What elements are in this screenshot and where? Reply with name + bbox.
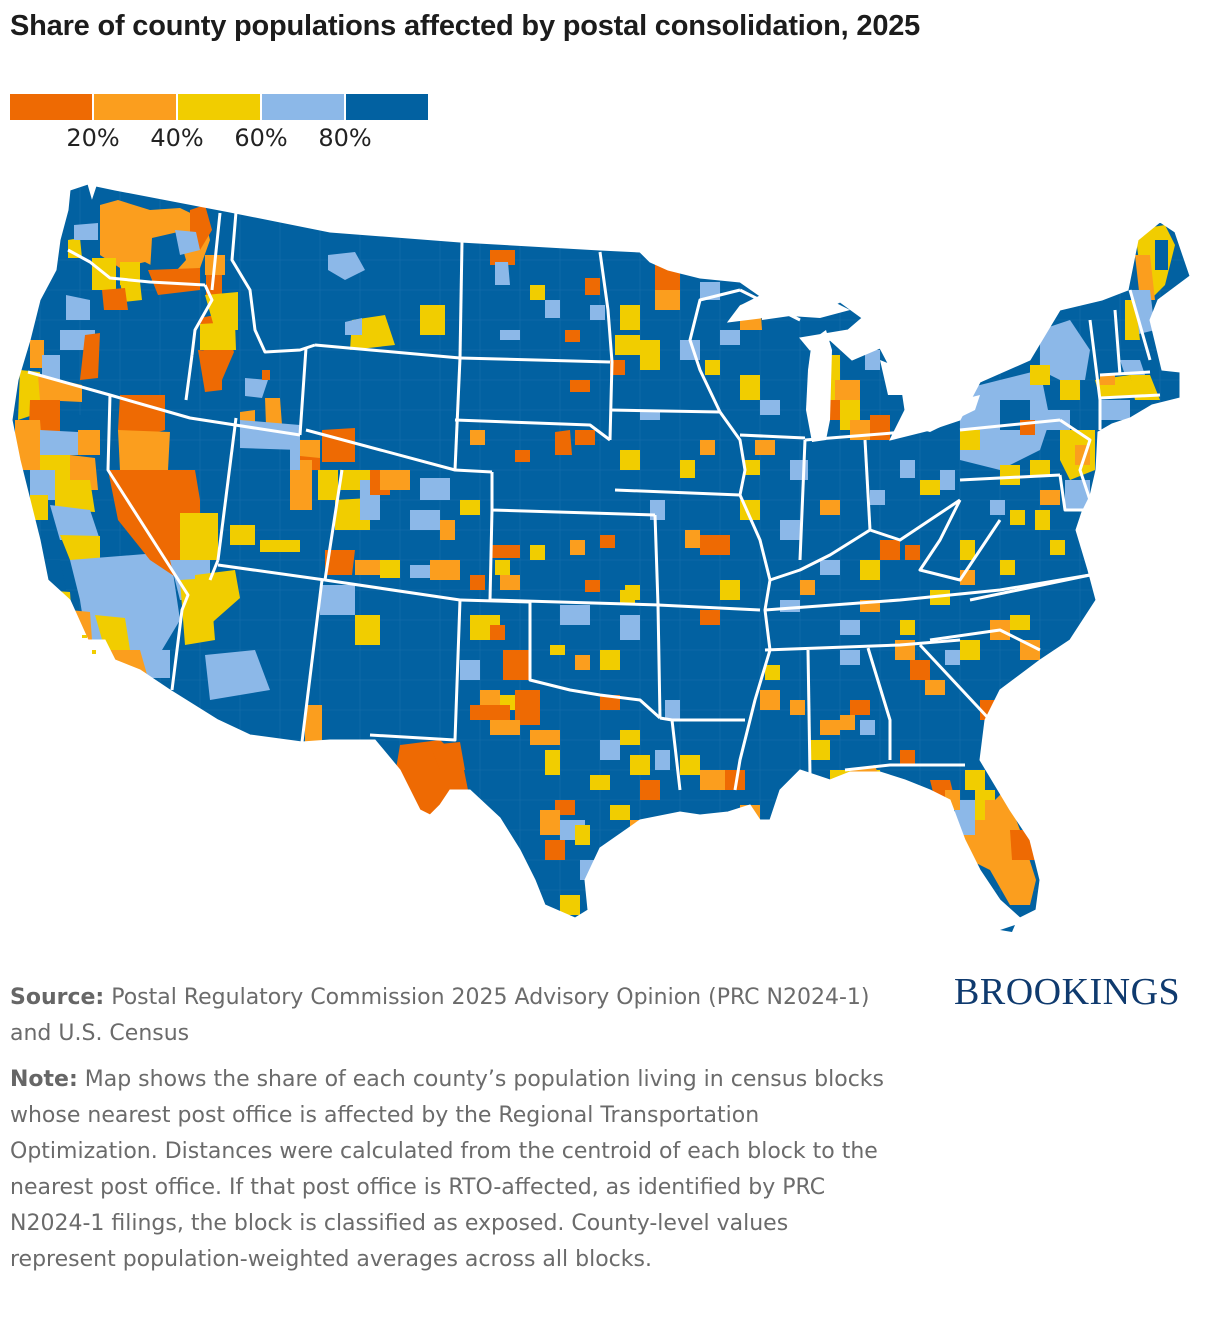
florida-keys [1000, 925, 1015, 932]
legend-label-20: 20% [66, 124, 120, 152]
legend-label-60: 60% [234, 124, 288, 152]
lake-huron [880, 360, 905, 395]
page-title: Share of county populations affected by … [10, 10, 921, 42]
legend: 20% 40% 60% 80% [10, 94, 430, 154]
legend-bar [10, 94, 430, 120]
region-pacific-northwest [30, 200, 238, 380]
legend-label-80: 80% [318, 124, 372, 152]
channel-island [82, 635, 87, 638]
source-paragraph: Source: Postal Regulatory Commission 202… [10, 980, 890, 1052]
footer: Source: Postal Regulatory Commission 202… [10, 980, 890, 1288]
note-text: Map shows the share of each county’s pop… [10, 1067, 884, 1272]
legend-swatch-0-20 [10, 94, 92, 120]
lake-erie [905, 395, 980, 432]
region-south-central [395, 585, 680, 915]
region-northeast [960, 225, 1175, 555]
legend-swatch-20-40 [94, 94, 176, 120]
legend-swatch-80-100 [346, 94, 428, 120]
note-paragraph: Note: Map shows the share of each county… [10, 1062, 890, 1278]
region-southeast [680, 560, 1040, 905]
brookings-logo: BROOKINGS [954, 971, 1181, 1013]
county-fill-layer [12, 184, 1190, 918]
lake-michigan [806, 330, 832, 442]
us-county-choropleth-map [11, 183, 1191, 932]
legend-labels: 20% 40% 60% 80% [10, 124, 430, 154]
region-california-nevada [15, 370, 240, 678]
legend-label-40: 40% [150, 124, 204, 152]
source-label: Source: [10, 985, 105, 1010]
source-text: Postal Regulatory Commission 2025 Adviso… [10, 985, 870, 1046]
channel-island [92, 650, 96, 654]
region-mountain-north [198, 252, 445, 470]
state-borders [27, 211, 1161, 791]
islands [82, 635, 1015, 932]
legend-swatch-60-80 [262, 94, 344, 120]
legend-swatch-40-60 [178, 94, 260, 120]
region-plains [460, 250, 635, 605]
note-label: Note: [10, 1067, 78, 1092]
